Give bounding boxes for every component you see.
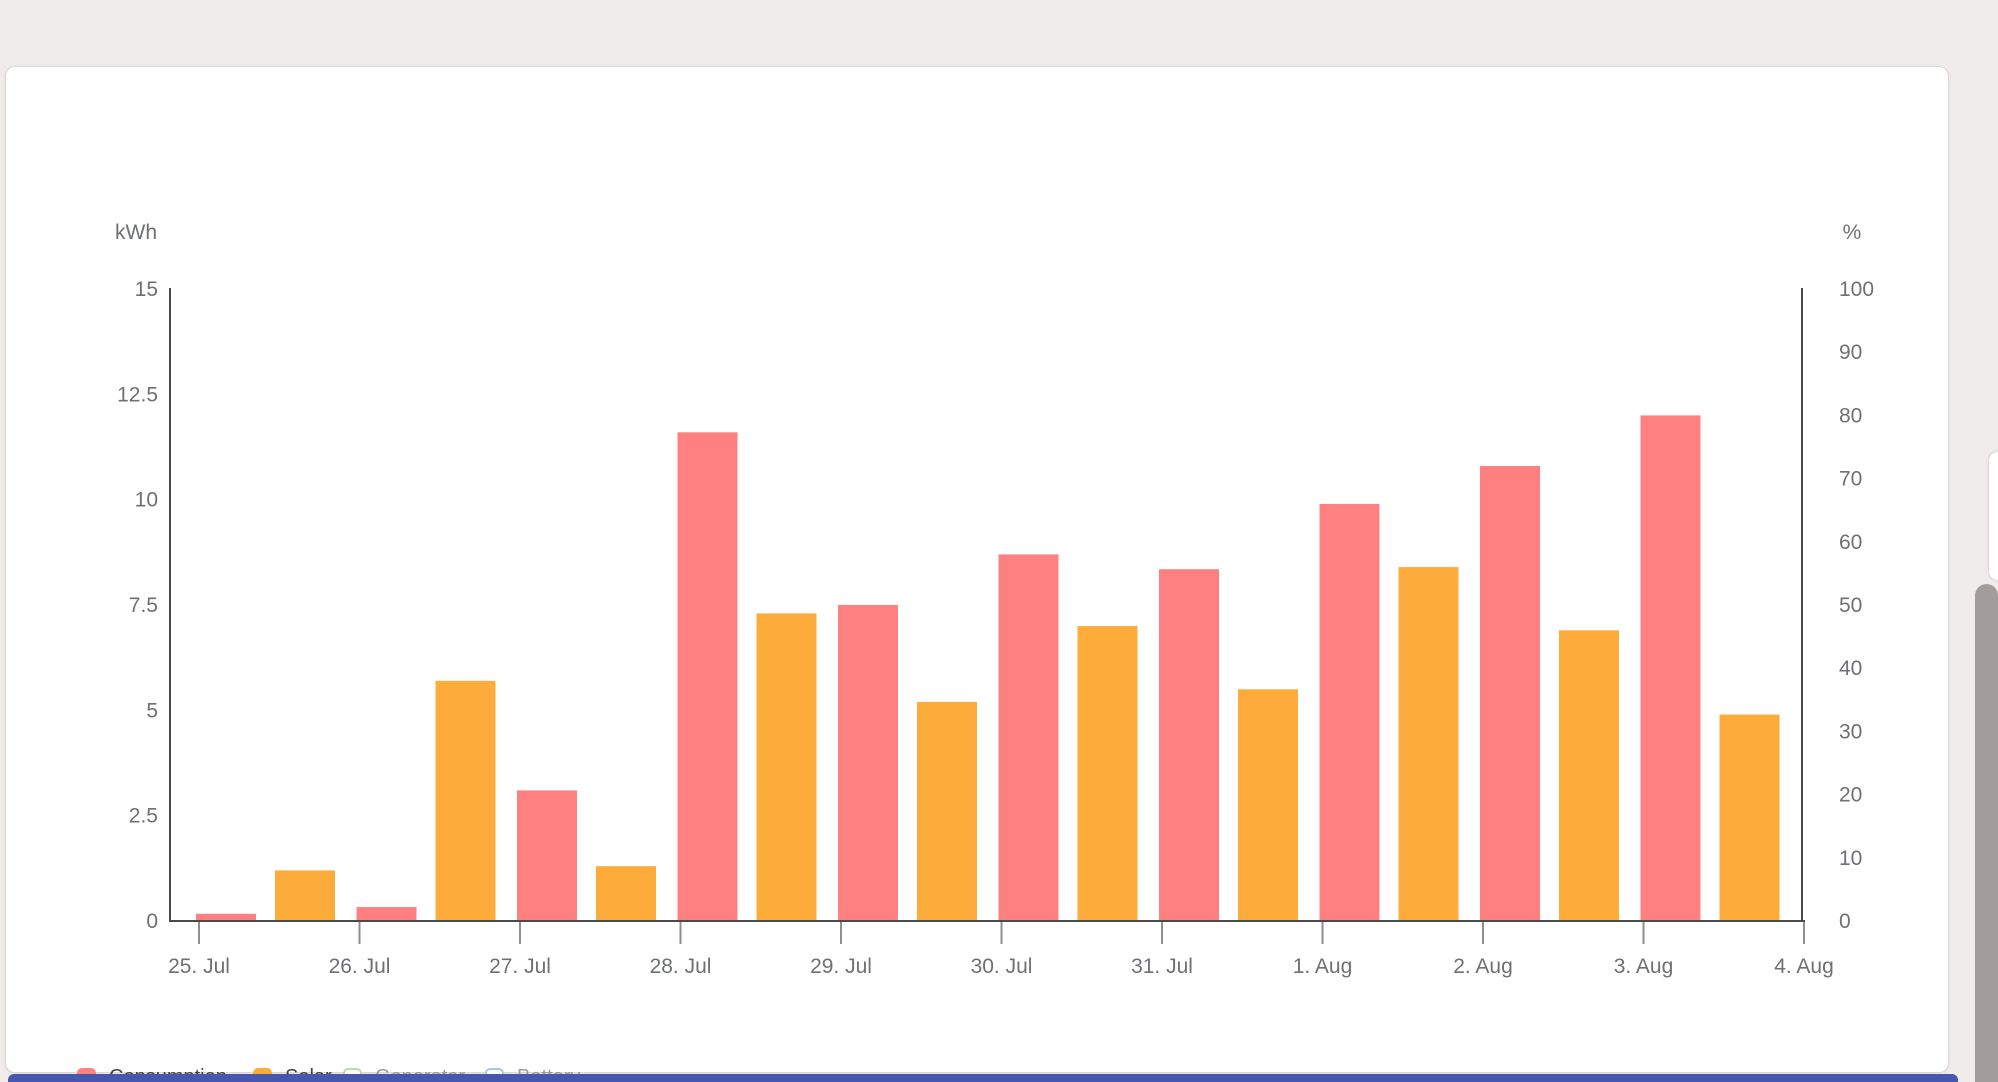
consumption-bar[interactable] — [1319, 503, 1380, 921]
solar-bar[interactable] — [275, 870, 335, 921]
x-axis-date-label: 26. Jul — [329, 955, 391, 978]
solar-bar[interactable] — [1719, 714, 1780, 922]
x-axis-date-label: 25. Jul — [168, 955, 230, 978]
x-axis-date-label: 30. Jul — [971, 955, 1033, 978]
right-axis-title: % — [1843, 221, 1862, 244]
left-axis-tick-label: 5 — [146, 699, 158, 722]
scrollbar-thumb[interactable] — [1975, 584, 1998, 1082]
left-axis-title: kWh — [115, 221, 157, 244]
x-axis-date-label: 27. Jul — [489, 955, 551, 978]
right-axis-tick-label: 10 — [1839, 847, 1862, 870]
consumption-bar[interactable] — [1640, 415, 1701, 921]
right-axis-tick-label: 0 — [1839, 910, 1851, 933]
left-axis-tick-label: 10 — [135, 489, 158, 512]
right-axis-tick-label: 100 — [1839, 278, 1874, 301]
left-axis-tick-label: 15 — [135, 278, 158, 301]
consumption-bar[interactable] — [1480, 466, 1540, 921]
solar-bar[interactable] — [1398, 567, 1459, 921]
x-axis-date-label: 1. Aug — [1293, 955, 1353, 978]
solar-bar[interactable] — [596, 866, 656, 921]
consumption-bar[interactable] — [838, 605, 898, 921]
x-axis-date-label: 4. Aug — [1774, 955, 1834, 978]
chart-card: 15 12.5 10 7.5 5 2.5 0 100 90 80 70 60 50 40 30 20 10 0 25… — [5, 66, 1949, 1082]
solar-bar[interactable] — [1077, 626, 1138, 921]
right-axis-tick-label: 70 — [1839, 468, 1862, 491]
right-axis-tick-label: 40 — [1839, 657, 1862, 680]
x-axis-date-label: 3. Aug — [1614, 955, 1674, 978]
consumption-bar[interactable] — [196, 913, 256, 921]
consumption-bar[interactable] — [1159, 569, 1219, 921]
consumption-bar[interactable] — [998, 554, 1059, 921]
right-axis-tick-label: 80 — [1839, 404, 1862, 427]
x-axis-date-label: 2. Aug — [1453, 955, 1513, 978]
right-axis-tick-label: 20 — [1839, 784, 1862, 807]
x-axis-date-label: 31. Jul — [1131, 955, 1193, 978]
consumption-bar[interactable] — [517, 790, 577, 921]
x-axis-date-label: 29. Jul — [810, 955, 872, 978]
left-axis-tick-label: 2.5 — [129, 805, 158, 828]
x-axis-date-label: 28. Jul — [650, 955, 712, 978]
solar-bar[interactable] — [1559, 630, 1619, 921]
right-axis-tick-label: 50 — [1839, 594, 1862, 617]
scrollbar-track-piece — [1989, 452, 1998, 580]
left-axis-tick-label: 0 — [146, 910, 158, 933]
solar-bar[interactable] — [435, 680, 496, 921]
solar-bar[interactable] — [1238, 689, 1298, 921]
energy-bar-chart: 1512.5107.552.50100908070605040302010025… — [115, 221, 1874, 978]
left-axis-tick-label: 12.5 — [117, 383, 158, 406]
solar-bar[interactable] — [917, 701, 977, 921]
right-axis-tick-label: 90 — [1839, 341, 1862, 364]
right-axis-tick-label: 60 — [1839, 531, 1862, 554]
solar-bar[interactable] — [756, 613, 817, 921]
consumption-bar[interactable] — [356, 907, 417, 921]
next-section-top-edge — [8, 1074, 1958, 1082]
left-axis-tick-label: 7.5 — [129, 594, 158, 617]
consumption-bar[interactable] — [677, 432, 738, 921]
right-axis-tick-label: 30 — [1839, 720, 1862, 743]
